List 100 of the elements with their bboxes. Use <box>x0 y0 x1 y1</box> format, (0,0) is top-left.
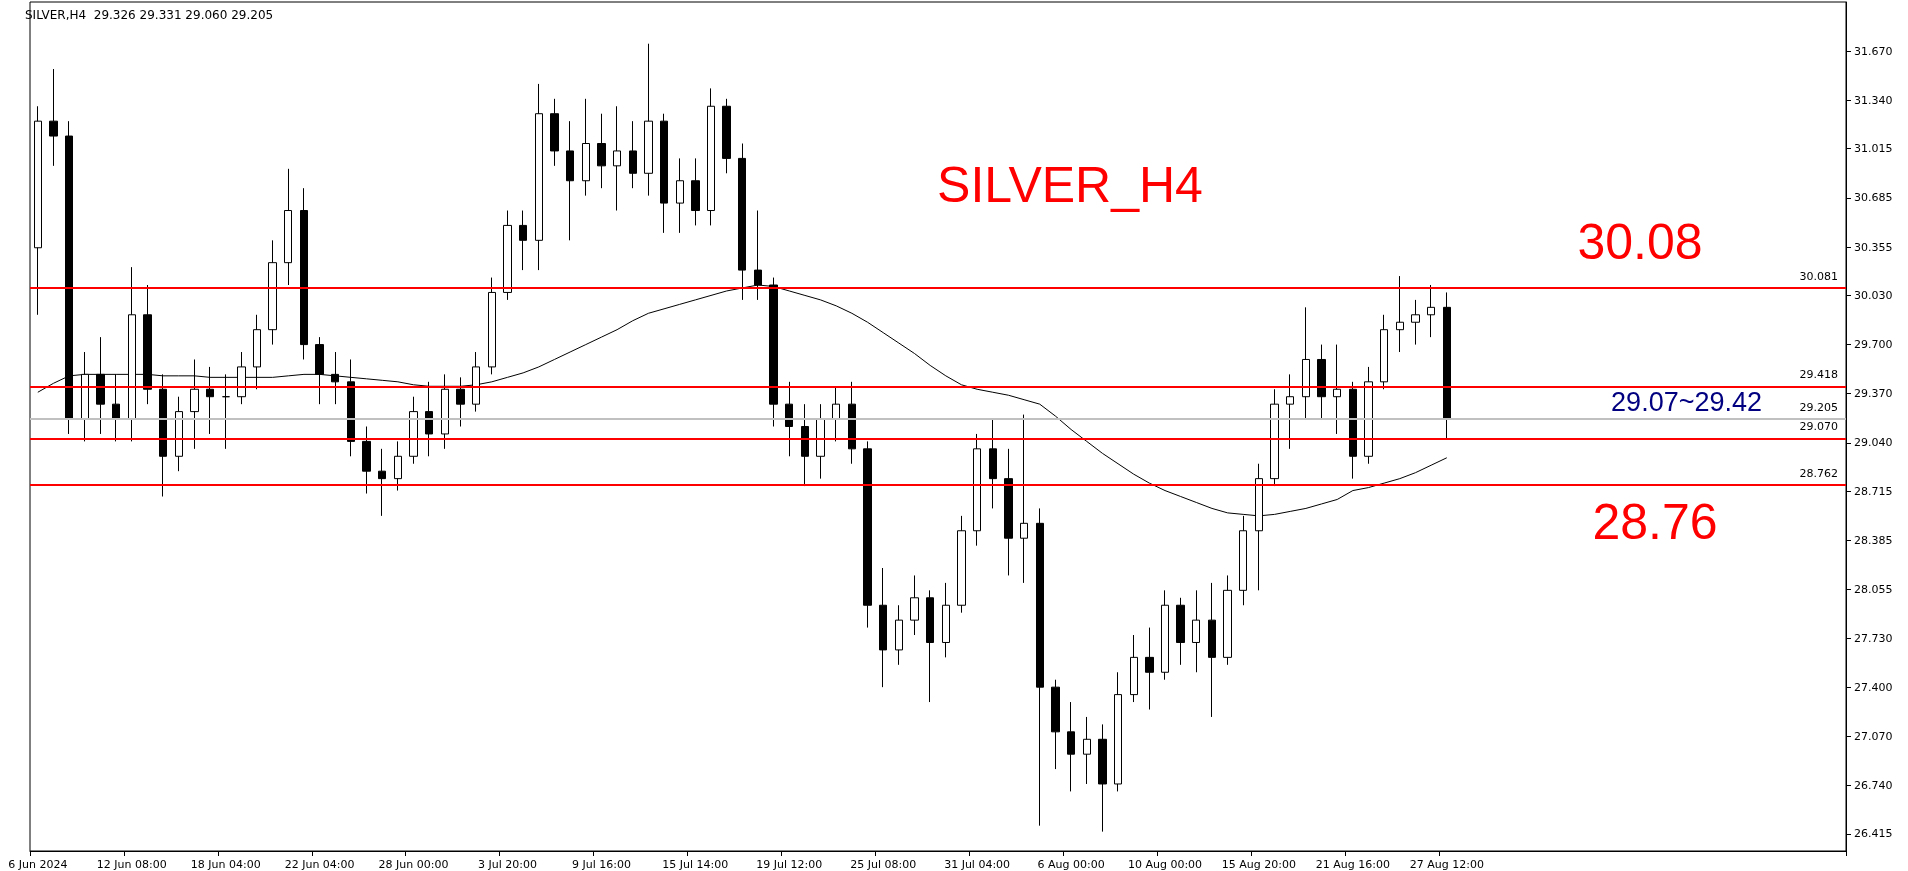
candlestick <box>378 448 386 517</box>
candlestick <box>660 113 668 234</box>
candlestick <box>190 358 199 450</box>
candlestick <box>222 373 230 450</box>
y-tick-label: 29.700 <box>1854 338 1893 352</box>
candlestick <box>96 336 105 435</box>
x-tick-label: 21 Aug 16:00 <box>1315 858 1390 871</box>
candlestick <box>409 396 418 465</box>
candlestick <box>284 168 292 286</box>
candlestick <box>973 433 981 547</box>
candlestick <box>1364 366 1373 465</box>
candlestick <box>895 604 903 666</box>
candlestick <box>112 373 120 442</box>
candlestick <box>535 83 543 271</box>
candlestick <box>1161 589 1169 681</box>
candlestick <box>394 440 402 492</box>
candlestick <box>613 105 621 212</box>
y-tick-label: 30.685 <box>1854 191 1893 205</box>
candlestick <box>503 210 512 301</box>
ref-line-label: 30.081 <box>1799 269 1838 283</box>
y-tick-label: 26.415 <box>1854 827 1893 841</box>
candlestick <box>879 567 887 688</box>
candlestick <box>816 403 825 480</box>
y-tick-label: 26.740 <box>1854 778 1893 792</box>
candlestick <box>1036 507 1044 827</box>
candlestick <box>801 403 809 487</box>
candlestick <box>159 373 167 498</box>
candlestick <box>1020 414 1028 584</box>
candlestick <box>441 373 449 450</box>
y-tick-label: 30.355 <box>1854 240 1893 254</box>
y-tick-label: 28.385 <box>1854 533 1893 547</box>
ref-line-label: 29.070 <box>1799 420 1838 434</box>
candlestick <box>989 418 997 509</box>
y-tick-label: 29.040 <box>1854 436 1893 450</box>
candlestick <box>1411 299 1420 346</box>
candlestick <box>722 98 731 174</box>
y-tick-label: 31.015 <box>1854 142 1893 156</box>
candlestick <box>1223 574 1232 666</box>
candlestick <box>488 277 496 375</box>
candlestick <box>707 87 715 226</box>
candlestick <box>1145 627 1154 710</box>
candlestick <box>1051 679 1060 770</box>
candlestick <box>206 366 214 435</box>
candlestick <box>910 574 919 636</box>
candlestick <box>738 143 746 301</box>
candlestick <box>832 385 840 442</box>
candlestick <box>1114 671 1122 792</box>
candlestick <box>597 113 606 189</box>
candlestick <box>691 157 700 226</box>
x-tick-label: 27 Aug 12:00 <box>1409 858 1484 871</box>
candlestick <box>315 336 324 405</box>
candlestick <box>237 351 246 405</box>
candlestick <box>926 589 934 703</box>
candlestick <box>362 426 371 495</box>
candlestick <box>1098 723 1107 833</box>
candlestick <box>550 98 559 167</box>
x-tick-label: 15 Aug 20:00 <box>1221 858 1297 871</box>
candlestick <box>863 440 872 629</box>
annotation: 29.07~29.42 <box>1611 387 1762 417</box>
candlestick <box>1427 284 1435 338</box>
candlestick <box>175 396 183 472</box>
candlestick <box>456 376 465 427</box>
candlestick <box>300 187 308 360</box>
candlestick <box>629 120 637 189</box>
candlestick <box>1192 589 1200 673</box>
candlestick <box>1176 597 1185 666</box>
annotation: 30.08 <box>1577 214 1703 270</box>
ref-line-label: 29.418 <box>1799 368 1838 382</box>
y-tick-label: 31.340 <box>1854 93 1893 107</box>
y-tick-label: 28.715 <box>1854 484 1893 498</box>
x-tick-label: 25 Jul 08:00 <box>850 858 917 871</box>
candlestick <box>785 381 793 457</box>
candlestick <box>1130 634 1138 703</box>
candlestick <box>942 582 950 658</box>
ref-line-label: 28.762 <box>1799 466 1838 480</box>
candlestick <box>472 351 480 413</box>
x-tick-label: 15 Jul 14:00 <box>662 858 729 871</box>
candlestick <box>49 68 58 167</box>
candlestick <box>1302 306 1310 420</box>
x-tick-label: 10 Aug 00:00 <box>1127 858 1203 871</box>
x-tick-label: 19 Jul 12:00 <box>756 858 823 871</box>
candlestick <box>347 358 355 457</box>
candlestick <box>81 351 89 442</box>
x-tick-label: 6 Aug 00:00 <box>1037 858 1105 871</box>
y-tick-label: 28.055 <box>1854 583 1893 597</box>
y-tick-label: 30.030 <box>1854 288 1893 302</box>
candlestick <box>34 105 42 316</box>
candlestick <box>566 120 574 241</box>
candlestick <box>848 381 856 465</box>
y-tick-label: 31.670 <box>1854 44 1893 58</box>
candlestick <box>253 314 261 390</box>
annotation: SILVER_H4 <box>937 157 1203 213</box>
candlestick <box>644 43 653 197</box>
x-tick-label: 12 Jun 08:00 <box>96 858 167 871</box>
candlestick <box>1317 344 1326 420</box>
candlestick <box>268 239 277 346</box>
y-tick-label: 27.730 <box>1854 631 1893 645</box>
candlestick <box>519 210 527 271</box>
candlestick <box>676 157 684 234</box>
candlestick <box>957 515 966 614</box>
